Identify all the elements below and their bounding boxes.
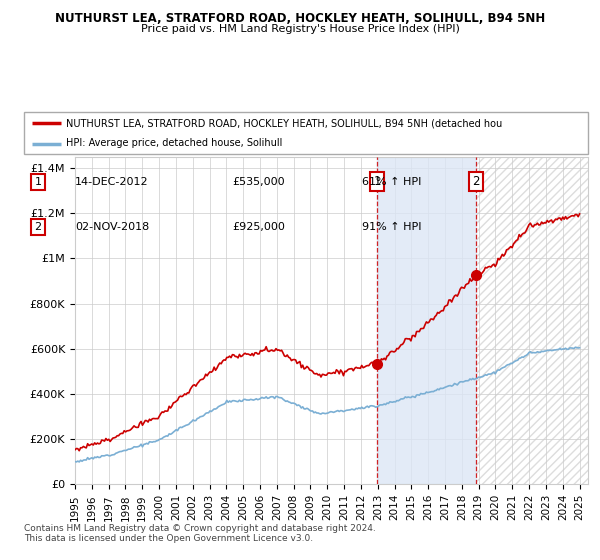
Text: £535,000: £535,000 bbox=[233, 177, 286, 187]
Text: 14-DEC-2012: 14-DEC-2012 bbox=[75, 177, 148, 187]
Text: Contains HM Land Registry data © Crown copyright and database right 2024.
This d: Contains HM Land Registry data © Crown c… bbox=[24, 524, 376, 543]
Text: 1: 1 bbox=[35, 177, 41, 187]
Text: NUTHURST LEA, STRATFORD ROAD, HOCKLEY HEATH, SOLIHULL, B94 5NH: NUTHURST LEA, STRATFORD ROAD, HOCKLEY HE… bbox=[55, 12, 545, 25]
Text: 2: 2 bbox=[472, 175, 480, 188]
Text: HPI: Average price, detached house, Solihull: HPI: Average price, detached house, Soli… bbox=[66, 138, 283, 148]
Bar bbox=[476, 157, 588, 484]
Text: Price paid vs. HM Land Registry's House Price Index (HPI): Price paid vs. HM Land Registry's House … bbox=[140, 24, 460, 34]
Bar bbox=[476, 157, 588, 484]
Text: 61% ↑ HPI: 61% ↑ HPI bbox=[362, 177, 422, 187]
Text: NUTHURST LEA, STRATFORD ROAD, HOCKLEY HEATH, SOLIHULL, B94 5NH (detached hou: NUTHURST LEA, STRATFORD ROAD, HOCKLEY HE… bbox=[66, 118, 503, 128]
Text: 2: 2 bbox=[35, 222, 41, 232]
FancyBboxPatch shape bbox=[24, 112, 588, 154]
Bar bbox=[377, 157, 476, 484]
Text: 1: 1 bbox=[373, 175, 381, 188]
Text: 02-NOV-2018: 02-NOV-2018 bbox=[75, 222, 149, 232]
Text: £925,000: £925,000 bbox=[233, 222, 286, 232]
Text: 91% ↑ HPI: 91% ↑ HPI bbox=[362, 222, 422, 232]
